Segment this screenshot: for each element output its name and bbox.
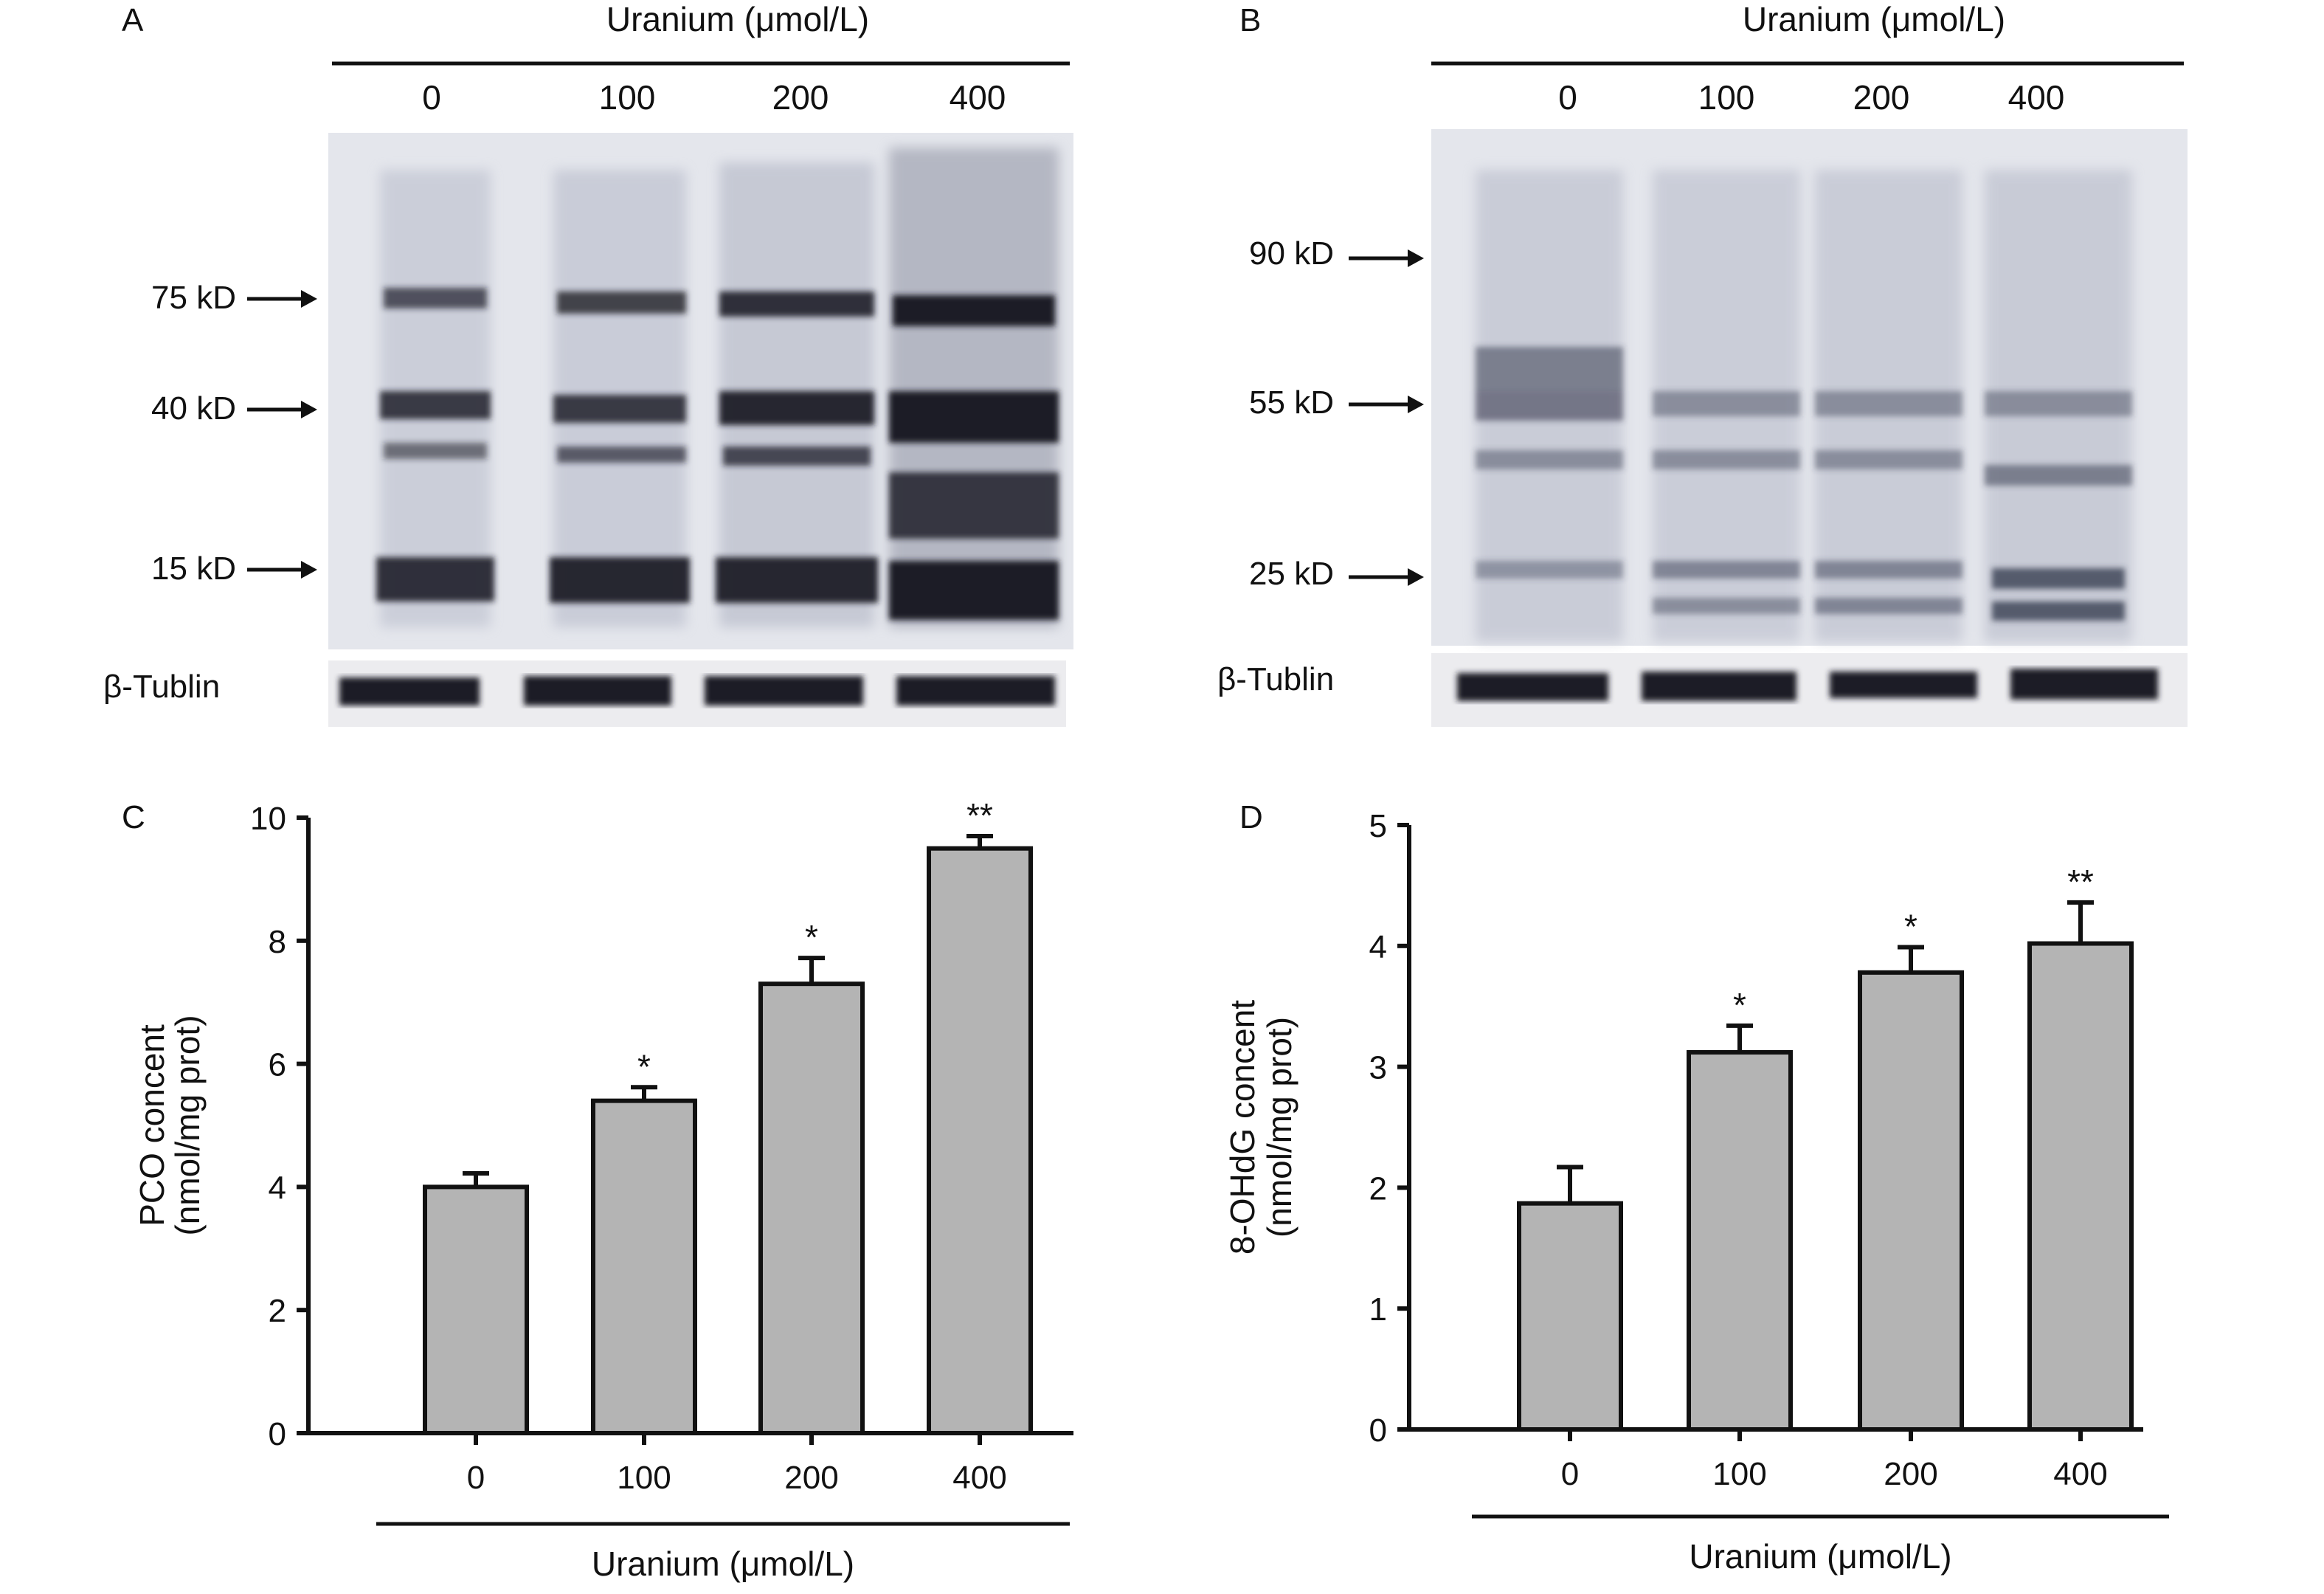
- panel-d-label: D: [1239, 799, 1263, 835]
- y-tick-label: 4: [1369, 929, 1387, 965]
- bar: [1517, 1201, 1623, 1432]
- panel-b-marker-25: 25 kD: [1249, 556, 1424, 592]
- marker-label: 40 kD: [151, 390, 236, 427]
- panel-a: A Uranium (μmol/L) 0 100 200 400: [103, 0, 1073, 727]
- x-tick-label: 0: [1561, 1456, 1579, 1492]
- x-tick-label: 200: [784, 1460, 838, 1496]
- marker-label: 25 kD: [1249, 556, 1334, 592]
- panel-a-lane-label: 200: [772, 78, 829, 117]
- panel-a-marker-40: 40 kD: [151, 390, 317, 427]
- significance-marker: *: [1733, 986, 1746, 1024]
- y-axis-title: 8-OHdG concent: [1223, 1000, 1262, 1255]
- panel-b-lane-label: 400: [2008, 78, 2065, 117]
- significance-marker: *: [1904, 907, 1917, 945]
- marker-label: 75 kD: [151, 280, 236, 316]
- bar: [758, 981, 865, 1436]
- panel-a-tubulin-blot: [328, 660, 1066, 727]
- bar: [2027, 941, 2134, 1432]
- panel-a-lane-label: 400: [950, 78, 1006, 117]
- significance-marker: **: [2067, 863, 2094, 901]
- panel-b-lane-label: 200: [1853, 78, 1910, 117]
- y-tick-label: 8: [269, 924, 286, 960]
- panel-a-header: Uranium (μmol/L): [606, 0, 869, 38]
- panel-b-blot: [1431, 129, 2188, 646]
- marker-label: 15 kD: [151, 551, 236, 587]
- panel-b-tubulin-blot: [1431, 653, 2188, 727]
- y-tick-label: 2: [269, 1293, 286, 1329]
- y-tick-label: 6: [269, 1047, 286, 1083]
- x-tick-label: 0: [467, 1460, 485, 1496]
- x-axis-title: Uranium (μmol/L): [592, 1545, 854, 1583]
- y-tick-label: 5: [1369, 808, 1387, 844]
- y-axis-subtitle: (nmol/mg prot): [168, 1015, 207, 1235]
- panel-b-lane-label: 100: [1698, 78, 1755, 117]
- panel-c-label: C: [122, 799, 145, 835]
- panel-b-header: Uranium (μmol/L): [1743, 0, 2005, 38]
- panel-b-loading-control-label: β-Tublin: [1217, 661, 1334, 697]
- panel-a-blot: [328, 133, 1073, 649]
- significance-marker: *: [805, 918, 818, 956]
- bar: [423, 1184, 529, 1436]
- panel-a-marker-75: 75 kD: [151, 280, 317, 316]
- x-tick-label: 200: [1884, 1456, 1937, 1492]
- x-tick-label: 100: [1712, 1456, 1766, 1492]
- marker-label: 90 kD: [1249, 235, 1334, 272]
- y-tick-label: 3: [1369, 1050, 1387, 1086]
- bar: [1858, 970, 1964, 1432]
- y-tick-label: 4: [269, 1170, 286, 1206]
- panel-a-marker-15: 15 kD: [151, 551, 317, 587]
- x-axis-title: Uranium (μmol/L): [1689, 1537, 1951, 1576]
- x-tick-label: 400: [2053, 1456, 2107, 1492]
- panel-b-lane-label: 0: [1558, 78, 1577, 117]
- bar: [591, 1098, 697, 1435]
- y-tick-label: 1: [1369, 1291, 1387, 1328]
- significance-marker: **: [966, 796, 993, 835]
- marker-label: 55 kD: [1249, 384, 1334, 421]
- x-tick-label: 100: [617, 1460, 671, 1496]
- y-tick-label: 0: [269, 1416, 286, 1452]
- x-tick-label: 400: [952, 1460, 1006, 1496]
- panel-b-label: B: [1239, 2, 1261, 38]
- y-tick-label: 2: [1369, 1170, 1387, 1207]
- panel-b-marker-55: 55 kD: [1249, 384, 1424, 421]
- panel-b: B Uranium (μmol/L) 0 100 200 400: [1217, 0, 2188, 727]
- significance-marker: *: [637, 1047, 651, 1086]
- panel-a-loading-control-label: β-Tublin: [103, 669, 220, 705]
- y-axis-subtitle: (nmol/mg prot): [1260, 1017, 1298, 1238]
- bar: [927, 846, 1033, 1435]
- panel-a-label: A: [122, 2, 144, 38]
- y-axis-title: PCO concent: [133, 1024, 171, 1226]
- panel-a-lane-label: 100: [599, 78, 656, 117]
- ohdg-bar-chart: 0 1 2 3 4 5 0 * 100 * 200 ** 400 Uranium (μmol/L) 8-OH…: [1223, 808, 2169, 1576]
- bar: [1687, 1049, 1793, 1432]
- y-tick-label: 10: [250, 801, 286, 837]
- y-tick-label: 0: [1369, 1412, 1387, 1449]
- panel-b-marker-90: 90 kD: [1249, 235, 1424, 272]
- panel-a-lane-label: 0: [422, 78, 441, 117]
